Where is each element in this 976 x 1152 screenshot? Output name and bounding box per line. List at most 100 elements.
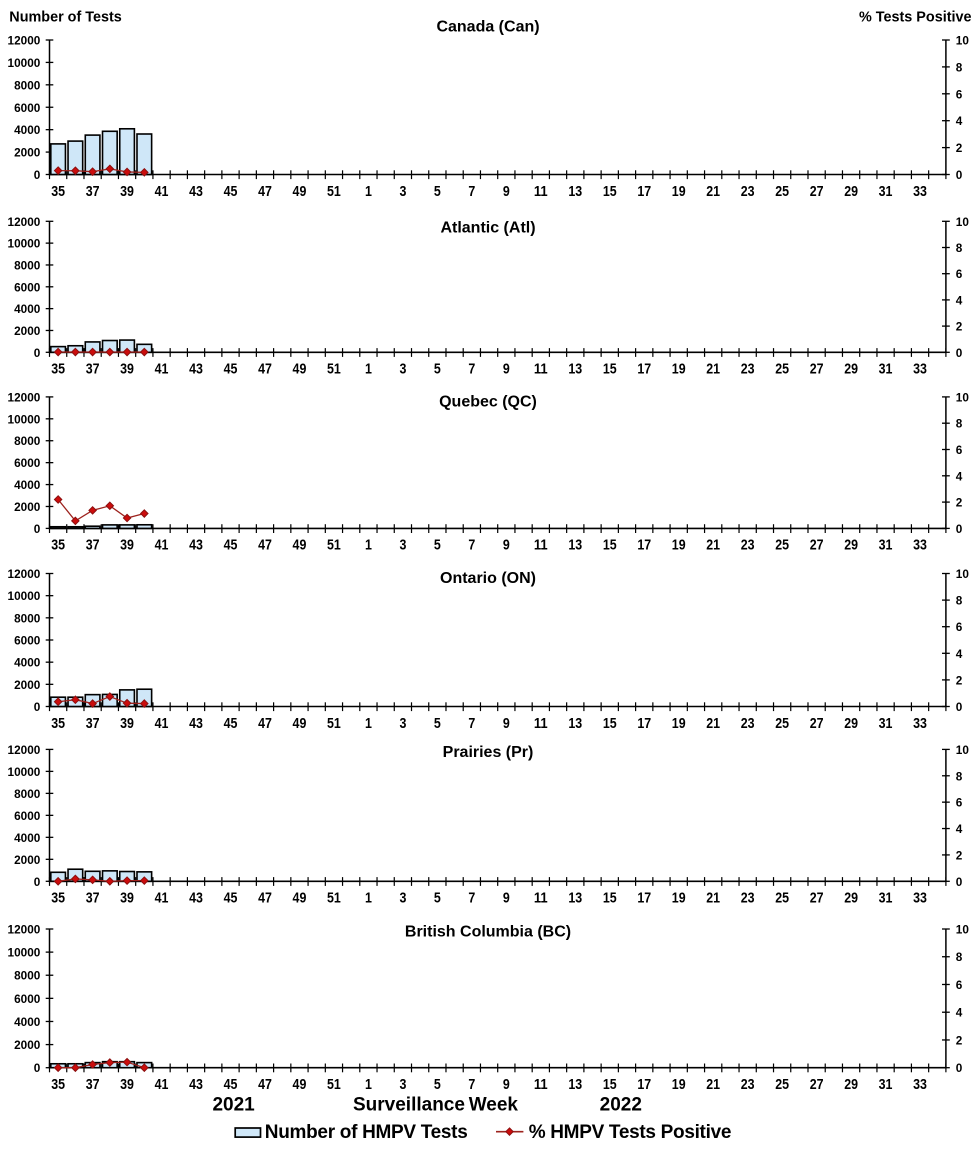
svg-text:9: 9	[503, 716, 510, 732]
svg-text:25: 25	[775, 184, 789, 200]
svg-text:51: 51	[327, 891, 341, 907]
svg-text:11: 11	[534, 362, 548, 378]
svg-text:12000: 12000	[8, 923, 41, 937]
svg-text:10000: 10000	[8, 237, 41, 251]
svg-text:7: 7	[468, 538, 475, 554]
svg-text:29: 29	[844, 1077, 858, 1093]
svg-text:% Tests Positive: % Tests Positive	[859, 10, 972, 26]
svg-text:1: 1	[365, 184, 372, 200]
svg-text:Ontario (ON): Ontario (ON)	[440, 570, 536, 587]
svg-text:23: 23	[741, 184, 755, 200]
svg-text:8: 8	[956, 417, 963, 431]
svg-text:8000: 8000	[14, 434, 40, 448]
svg-text:9: 9	[503, 362, 510, 378]
svg-text:10: 10	[956, 390, 969, 404]
svg-text:19: 19	[672, 538, 686, 554]
svg-text:25: 25	[775, 362, 789, 378]
svg-text:35: 35	[51, 538, 65, 554]
svg-text:37: 37	[86, 716, 100, 732]
svg-text:37: 37	[86, 1077, 100, 1093]
svg-text:0: 0	[956, 875, 963, 889]
svg-text:21: 21	[706, 716, 720, 732]
svg-text:11: 11	[534, 716, 548, 732]
svg-text:43: 43	[189, 891, 203, 907]
svg-text:19: 19	[672, 716, 686, 732]
svg-text:Quebec (QC): Quebec (QC)	[439, 394, 537, 411]
svg-text:4: 4	[956, 293, 963, 307]
svg-text:17: 17	[637, 362, 651, 378]
svg-text:9: 9	[503, 891, 510, 907]
svg-text:8: 8	[956, 594, 963, 608]
svg-text:1: 1	[365, 716, 372, 732]
svg-text:25: 25	[775, 891, 789, 907]
svg-text:3: 3	[399, 538, 406, 554]
svg-text:13: 13	[568, 716, 582, 732]
svg-text:51: 51	[327, 184, 341, 200]
svg-text:12000: 12000	[8, 34, 41, 48]
svg-text:45: 45	[224, 891, 238, 907]
svg-text:45: 45	[224, 362, 238, 378]
svg-text:10000: 10000	[8, 56, 41, 70]
svg-text:21: 21	[706, 891, 720, 907]
svg-text:2: 2	[956, 673, 963, 687]
svg-text:7: 7	[468, 891, 475, 907]
svg-text:2: 2	[956, 1033, 963, 1047]
svg-text:11: 11	[534, 1077, 548, 1093]
svg-text:1: 1	[365, 538, 372, 554]
svg-text:6000: 6000	[14, 634, 40, 648]
svg-text:23: 23	[741, 538, 755, 554]
svg-text:% HMPV Tests Positive: % HMPV Tests Positive	[529, 1122, 731, 1143]
svg-text:1: 1	[365, 891, 372, 907]
svg-text:39: 39	[120, 891, 134, 907]
svg-text:21: 21	[706, 184, 720, 200]
svg-text:17: 17	[637, 716, 651, 732]
svg-text:12000: 12000	[8, 567, 41, 581]
svg-text:41: 41	[155, 362, 169, 378]
svg-text:29: 29	[844, 716, 858, 732]
svg-text:15: 15	[603, 362, 617, 378]
svg-text:29: 29	[844, 362, 858, 378]
svg-text:12000: 12000	[8, 390, 41, 404]
svg-text:15: 15	[603, 1077, 617, 1093]
svg-text:8: 8	[956, 241, 963, 255]
svg-text:31: 31	[879, 716, 893, 732]
svg-text:1: 1	[365, 1077, 372, 1093]
svg-text:2000: 2000	[14, 678, 40, 692]
svg-text:0: 0	[956, 168, 963, 182]
svg-text:5: 5	[434, 716, 441, 732]
svg-text:39: 39	[120, 362, 134, 378]
svg-text:33: 33	[913, 716, 927, 732]
svg-text:6000: 6000	[14, 101, 40, 115]
svg-text:2000: 2000	[14, 1038, 40, 1052]
svg-text:2: 2	[956, 496, 963, 510]
svg-text:8000: 8000	[14, 258, 40, 272]
svg-text:49: 49	[293, 538, 307, 554]
svg-text:27: 27	[810, 1077, 824, 1093]
svg-text:29: 29	[844, 184, 858, 200]
svg-text:41: 41	[155, 891, 169, 907]
svg-text:43: 43	[189, 538, 203, 554]
svg-text:23: 23	[741, 891, 755, 907]
svg-text:21: 21	[706, 538, 720, 554]
svg-text:43: 43	[189, 1077, 203, 1093]
svg-text:25: 25	[775, 538, 789, 554]
svg-text:British Columbia (BC): British Columbia (BC)	[405, 924, 571, 941]
svg-text:0: 0	[34, 168, 41, 182]
svg-text:19: 19	[672, 184, 686, 200]
svg-text:2000: 2000	[14, 146, 40, 160]
svg-text:51: 51	[327, 1077, 341, 1093]
svg-text:2: 2	[956, 141, 963, 155]
svg-text:12000: 12000	[8, 215, 41, 229]
svg-text:47: 47	[258, 716, 272, 732]
svg-text:19: 19	[672, 891, 686, 907]
svg-text:Surveillance Week: Surveillance Week	[353, 1094, 518, 1115]
svg-text:8: 8	[956, 950, 963, 964]
svg-text:33: 33	[913, 184, 927, 200]
svg-text:31: 31	[879, 538, 893, 554]
svg-text:37: 37	[86, 184, 100, 200]
svg-text:37: 37	[86, 538, 100, 554]
svg-text:5: 5	[434, 184, 441, 200]
svg-text:49: 49	[293, 184, 307, 200]
svg-text:45: 45	[224, 184, 238, 200]
svg-text:35: 35	[51, 184, 65, 200]
